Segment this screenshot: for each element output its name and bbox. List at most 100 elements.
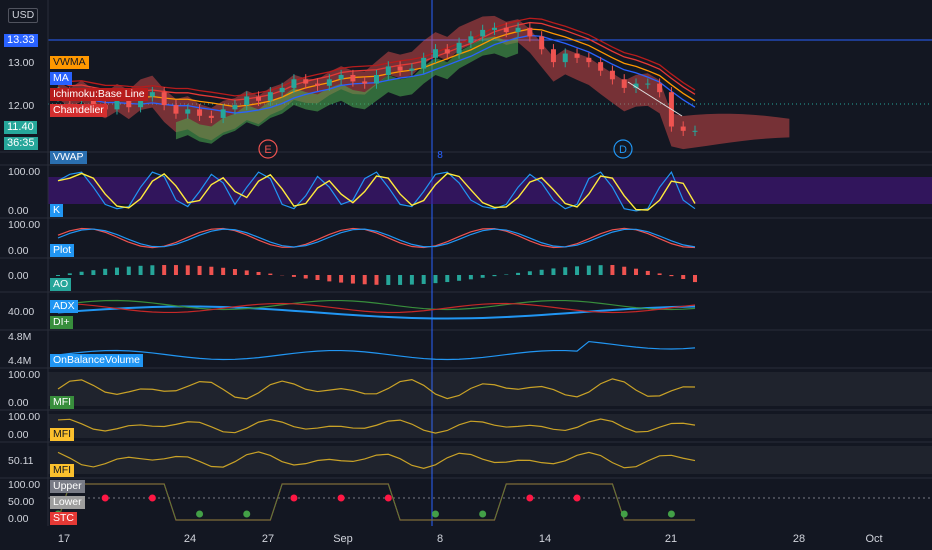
- ao-bar: [398, 275, 403, 285]
- panel-tick: 100.00: [8, 166, 40, 178]
- candle: [645, 83, 651, 85]
- candle: [562, 53, 568, 63]
- event-marker-d: [613, 139, 633, 159]
- legend-obv-0[interactable]: OnBalanceVolume: [50, 354, 143, 367]
- legend-ichimoku-base-line[interactable]: Ichimoku:Base Line: [50, 88, 148, 101]
- stc-buy-dot: [620, 510, 628, 518]
- current-price-label: 13.33: [4, 34, 38, 47]
- ao-bar: [221, 267, 226, 275]
- candle: [138, 96, 144, 108]
- ao-bar: [457, 275, 462, 281]
- event-label: D: [619, 144, 627, 156]
- stoch-band: [48, 177, 932, 204]
- legend-ao-0[interactable]: AO: [50, 278, 72, 291]
- legend-vwap-0[interactable]: VWAP: [50, 151, 87, 164]
- ao-bar: [586, 265, 591, 275]
- legend-adx-1[interactable]: DI+: [50, 316, 73, 329]
- legend-adx-0[interactable]: ADX: [50, 300, 78, 313]
- ao-bar: [539, 269, 544, 275]
- panel-tick: 0.00: [8, 397, 29, 409]
- ao-bar: [504, 274, 509, 275]
- candle: [197, 109, 203, 116]
- panel-tick: 100.00: [8, 479, 40, 491]
- candle: [303, 79, 309, 84]
- ao-bar: [79, 271, 84, 275]
- ao-bar: [162, 265, 167, 275]
- time-tick: Oct: [865, 533, 882, 545]
- ao-bar: [327, 275, 332, 282]
- plot-line-blue: [57, 228, 696, 248]
- panel-tick: 50.00: [8, 496, 34, 508]
- ao-bar: [303, 275, 308, 279]
- ao-bar: [315, 275, 320, 281]
- ao-bar: [256, 271, 261, 275]
- candle: [338, 75, 344, 80]
- candle: [527, 27, 533, 37]
- currency-label: USD: [8, 8, 39, 23]
- di-plus-line: [57, 299, 696, 311]
- legend-vwma[interactable]: VWMA: [50, 56, 89, 69]
- time-tick: 8: [437, 533, 443, 545]
- panel-tick: 100.00: [8, 411, 40, 423]
- stc-sell-dot: [148, 494, 156, 502]
- stc-sell-dot: [384, 494, 392, 502]
- di-minus-line: [57, 302, 696, 314]
- mfi-band: [48, 372, 932, 406]
- ichimoku-cloud-green: [175, 36, 519, 144]
- time-tick: 28: [793, 533, 805, 545]
- ao-bar: [232, 269, 237, 275]
- panel-tick: 0.00: [8, 270, 29, 282]
- ao-bar: [91, 270, 96, 275]
- crosshair-date-label: 8: [437, 150, 443, 161]
- candle: [598, 62, 604, 71]
- trend-line: [627, 81, 683, 117]
- ao-bar: [693, 275, 697, 283]
- mfi-band: [48, 446, 932, 474]
- ao-bar: [657, 273, 662, 275]
- stc-sell-dot: [290, 494, 298, 502]
- legend-ma[interactable]: MA: [50, 72, 72, 85]
- candle: [244, 96, 250, 106]
- ao-bar: [610, 265, 615, 275]
- time-tick: Sep: [333, 533, 353, 545]
- ao-bar: [339, 275, 344, 283]
- candle: [397, 66, 403, 71]
- candle: [114, 100, 120, 110]
- legend-stc-2[interactable]: STC: [50, 512, 77, 525]
- ao-bar: [362, 275, 367, 285]
- ao-bar: [575, 266, 580, 275]
- ao-bar: [150, 265, 155, 275]
- ao-bar: [350, 275, 355, 284]
- event-marker-e: [258, 139, 278, 159]
- legend-mfi2-0[interactable]: MFI: [50, 428, 75, 441]
- legend-stc-1[interactable]: Lower: [50, 496, 85, 509]
- legend-mfi1-0[interactable]: MFI: [50, 396, 75, 409]
- mfi-band: [48, 414, 932, 438]
- candle: [468, 36, 474, 43]
- legend-stoch-0[interactable]: K: [50, 204, 64, 217]
- candle: [173, 105, 179, 114]
- candle: [444, 49, 450, 54]
- ao-bar: [445, 275, 450, 283]
- candle: [362, 81, 368, 84]
- candle: [480, 29, 486, 37]
- ao-bar: [551, 268, 556, 275]
- candle: [586, 57, 592, 63]
- ao-bar: [67, 273, 72, 275]
- candle: [574, 53, 580, 58]
- panel-tick: 4.4M: [8, 355, 31, 367]
- ao-bar: [138, 265, 143, 275]
- stc-line-green: [57, 483, 695, 521]
- legend-stc-0[interactable]: Upper: [50, 480, 85, 493]
- candle: [692, 130, 698, 132]
- candle: [232, 105, 238, 110]
- legend-plot-0[interactable]: Plot: [50, 244, 75, 257]
- ao-bar: [185, 265, 190, 275]
- price-tick: 12.00: [8, 100, 34, 112]
- stc-sell-dot: [101, 494, 109, 502]
- candle: [315, 83, 321, 86]
- legend-mfi3-0[interactable]: MFI: [50, 464, 75, 477]
- candle: [350, 75, 356, 82]
- legend-chandelier[interactable]: Chandelier: [50, 104, 107, 117]
